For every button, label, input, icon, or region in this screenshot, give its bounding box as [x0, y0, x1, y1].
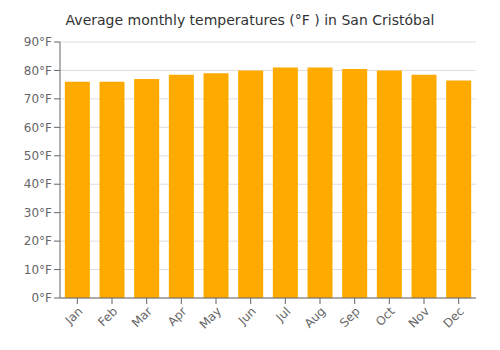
svg-text:Jan: Jan — [62, 304, 86, 328]
svg-text:Jul: Jul — [273, 304, 294, 325]
svg-text:Sep: Sep — [337, 304, 363, 330]
svg-text:Oct: Oct — [373, 304, 398, 329]
svg-text:Apr: Apr — [165, 304, 190, 329]
svg-text:Feb: Feb — [95, 304, 120, 329]
svg-text:Nov: Nov — [406, 304, 432, 330]
svg-text:10°F: 10°F — [24, 263, 52, 277]
svg-text:Jun: Jun — [235, 304, 259, 328]
svg-text:60°F: 60°F — [24, 121, 52, 135]
svg-text:Aug: Aug — [302, 304, 328, 330]
svg-text:40°F: 40°F — [24, 177, 52, 191]
svg-text:20°F: 20°F — [24, 234, 52, 248]
svg-text:30°F: 30°F — [24, 206, 52, 220]
svg-text:90°F: 90°F — [24, 35, 52, 49]
svg-text:Mar: Mar — [129, 304, 155, 330]
svg-text:Dec: Dec — [440, 304, 466, 330]
svg-text:80°F: 80°F — [24, 64, 52, 78]
svg-text:50°F: 50°F — [24, 149, 52, 163]
svg-text:70°F: 70°F — [24, 92, 52, 106]
html-text:Average monthly temperatures (: Average monthly temperatures (°F ) in Sa… — [65, 12, 435, 28]
svg-text:May: May — [197, 304, 224, 331]
svg-text:0°F: 0°F — [31, 291, 52, 305]
